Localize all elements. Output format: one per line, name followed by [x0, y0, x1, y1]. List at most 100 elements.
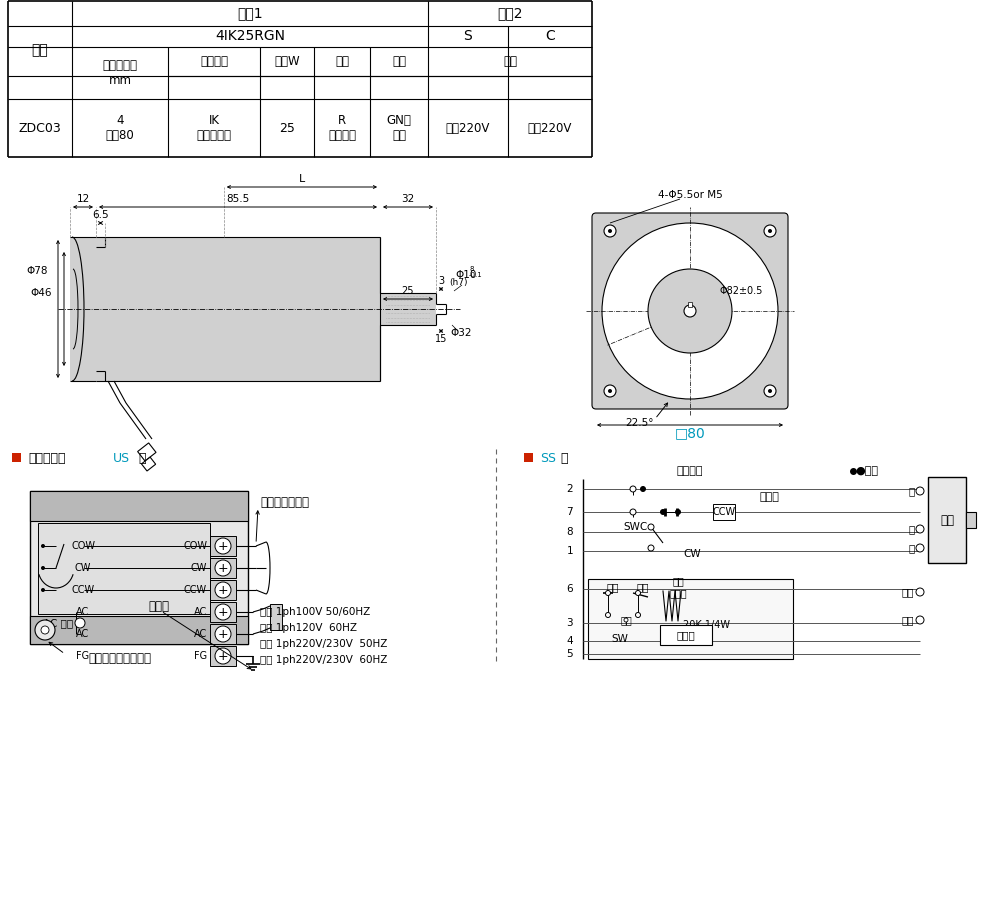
Text: 22.5°: 22.5° [626, 418, 655, 428]
Bar [210, 602, 236, 622]
Text: 5: 5 [566, 649, 573, 659]
Text: L: L [299, 174, 305, 184]
Text: 单相 1ph120V  60HZ: 单相 1ph120V 60HZ [260, 623, 357, 633]
Text: 型: 型 [138, 451, 146, 464]
Circle shape [41, 588, 45, 592]
Bar [70, 237, 96, 381]
Circle shape [640, 486, 646, 492]
Circle shape [41, 566, 45, 570]
Circle shape [41, 544, 45, 548]
Text: ●电源: ●电源 [855, 466, 878, 476]
Text: 类型名称: 类型名称 [200, 55, 228, 68]
Text: 7: 7 [566, 507, 573, 517]
Text: 25: 25 [402, 286, 415, 296]
Circle shape [768, 229, 772, 233]
Text: CCW: CCW [712, 507, 735, 517]
Text: 型: 型 [560, 451, 567, 464]
Text: 对应电动机连接导线: 对应电动机连接导线 [88, 652, 152, 664]
Text: 6.5: 6.5 [92, 210, 109, 220]
Text: +: + [217, 584, 228, 596]
Circle shape [660, 509, 666, 515]
Text: 白细: 白细 [902, 587, 914, 597]
Text: 接线示意图: 接线示意图 [28, 451, 65, 464]
Circle shape [675, 509, 681, 515]
Circle shape [608, 389, 612, 393]
Circle shape [636, 612, 641, 618]
Bar [30, 491, 248, 521]
Bar [142, 457, 156, 471]
Bar [966, 512, 976, 528]
Bar [12, 453, 21, 462]
Text: SWC: SWC [624, 522, 648, 532]
Text: 85.5: 85.5 [226, 194, 250, 204]
Text: 规格1: 规格1 [237, 6, 263, 20]
Circle shape [630, 486, 636, 492]
Text: C: C [546, 29, 555, 43]
Circle shape [215, 604, 231, 620]
Circle shape [764, 385, 776, 397]
Text: GN型
齿轴: GN型 齿轴 [387, 114, 412, 142]
Text: 电机: 电机 [940, 514, 954, 527]
Bar [210, 624, 236, 644]
Bar [30, 616, 248, 644]
Text: 1: 1 [566, 546, 573, 556]
Circle shape [916, 544, 924, 552]
Circle shape [604, 225, 616, 237]
Text: SS: SS [540, 451, 556, 464]
Text: 6: 6 [566, 584, 573, 594]
Text: +: + [217, 562, 228, 574]
Circle shape [215, 582, 231, 598]
Bar [210, 580, 236, 600]
Text: 4
表示80: 4 表示80 [105, 114, 134, 142]
Circle shape [624, 618, 628, 622]
Circle shape [41, 626, 49, 634]
Text: □80: □80 [675, 426, 705, 440]
Text: 单相 1ph100V 50/60HZ: 单相 1ph100V 50/60HZ [260, 607, 370, 617]
Text: 规格2: 规格2 [497, 6, 523, 20]
Circle shape [75, 618, 85, 628]
Text: 单相220V: 单相220V [528, 121, 572, 134]
Circle shape [916, 616, 924, 624]
Text: FG: FG [193, 651, 207, 661]
Text: +: + [217, 628, 228, 641]
Circle shape [604, 385, 616, 397]
Text: AC: AC [76, 629, 89, 639]
Text: 白细: 白细 [902, 615, 914, 625]
FancyBboxPatch shape [592, 213, 788, 409]
Circle shape [648, 269, 732, 353]
Bar [210, 558, 236, 578]
Text: Φ78: Φ78 [27, 266, 48, 276]
Bar [38, 523, 210, 614]
Circle shape [768, 389, 772, 393]
Text: 蓝: 蓝 [909, 486, 915, 496]
Text: 运转: 运转 [637, 582, 649, 592]
Circle shape [636, 591, 641, 596]
Text: Φ32: Φ32 [450, 328, 472, 338]
Bar [96, 237, 380, 381]
Text: +: + [217, 606, 228, 618]
Text: 20K 1/4W: 20K 1/4W [683, 620, 730, 630]
Text: 三相220V: 三相220V [445, 121, 490, 134]
Text: 接地线: 接地线 [149, 599, 170, 612]
Circle shape [215, 648, 231, 664]
Text: 回转计: 回转计 [677, 630, 695, 640]
Text: CCW: CCW [71, 585, 94, 595]
Text: 红: 红 [909, 543, 915, 553]
Text: 功率W: 功率W [274, 55, 300, 68]
Text: 电位计: 电位计 [683, 634, 700, 644]
Bar [380, 293, 436, 325]
Bar [524, 453, 533, 462]
Text: S: S [463, 29, 472, 43]
Text: AC: AC [193, 629, 207, 639]
Text: Φ82±0.5: Φ82±0.5 [720, 286, 764, 296]
Text: 运转: 运转 [620, 615, 632, 625]
Circle shape [916, 487, 924, 495]
Text: 单相 1ph220V/230V  50HZ: 单相 1ph220V/230V 50HZ [260, 639, 387, 649]
Text: 8: 8 [566, 527, 573, 537]
Text: Φ46: Φ46 [31, 288, 52, 298]
Circle shape [215, 626, 231, 642]
Circle shape [916, 525, 924, 533]
Bar [713, 504, 735, 520]
Text: 电器开关: 电器开关 [677, 466, 703, 476]
Text: ZDC03: ZDC03 [19, 121, 62, 134]
